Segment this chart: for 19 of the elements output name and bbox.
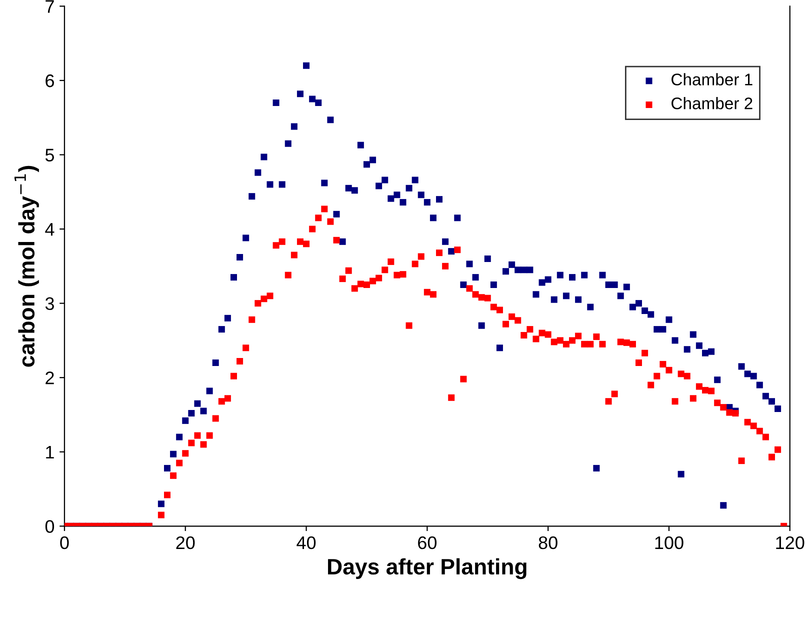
y-tick-label: 4 — [45, 223, 54, 236]
x-axis-title: Days after Planting — [328, 558, 526, 580]
x-tick-label: 120 — [776, 536, 804, 550]
y-tick-label: 0 — [45, 520, 54, 533]
y-tick-label: 6 — [46, 74, 54, 88]
y-tick-label: 5 — [45, 148, 54, 162]
legend-label: Chamber 2 — [672, 97, 752, 110]
legend-label: Chamber 1 — [672, 73, 752, 86]
y-tick-label: 1 — [46, 446, 54, 458]
y-tick-label: 7 — [46, 0, 54, 13]
y-axis-title: carbon (mol day$^{−1}$) — [14, 166, 39, 367]
x-tick-label: 20 — [176, 536, 195, 550]
x-tick-label: 80 — [538, 536, 558, 550]
x-tick-label: 100 — [655, 536, 684, 550]
y-tick-label: 3 — [45, 297, 54, 310]
x-tick-label: 40 — [296, 536, 316, 550]
y-tick-label: 2 — [46, 372, 54, 384]
x-tick-label: 0 — [60, 536, 69, 550]
x-tick-label: 60 — [418, 536, 437, 550]
